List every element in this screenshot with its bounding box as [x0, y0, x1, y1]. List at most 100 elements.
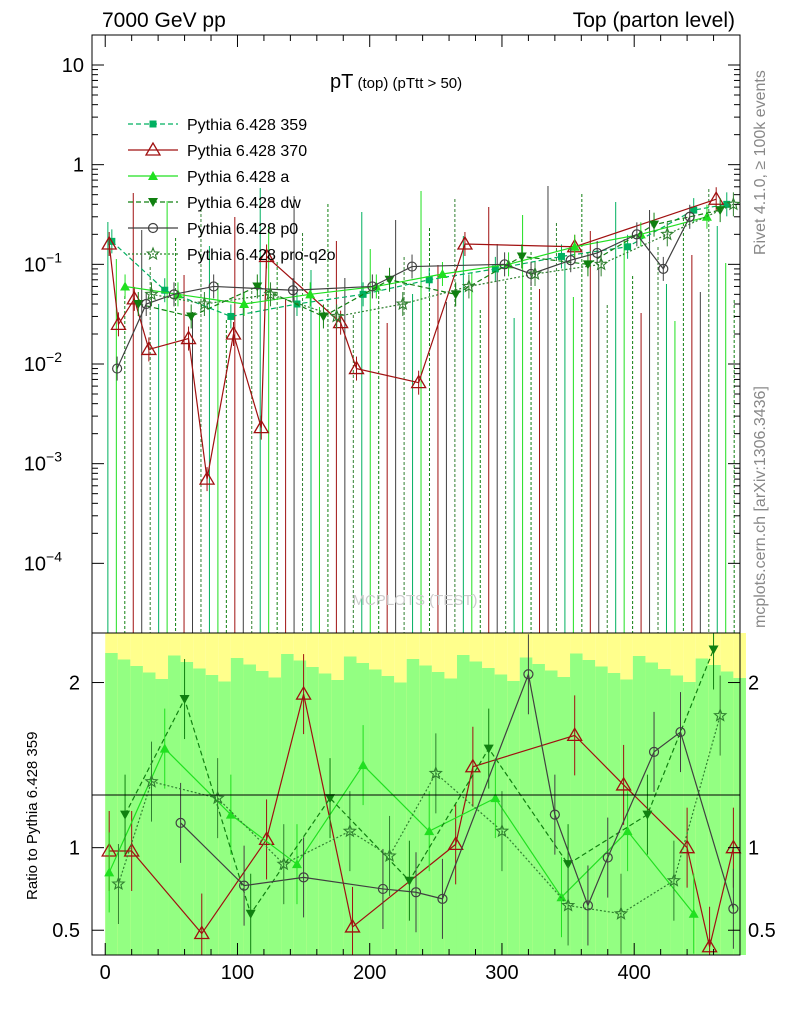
- watermark: MCPLOTS (TEST): [352, 592, 477, 609]
- data-point: [253, 419, 270, 434]
- ratio-point: [494, 823, 510, 838]
- data-point: [624, 243, 632, 251]
- ratio-frame: [91, 632, 741, 956]
- y-tick-exponent: −2: [46, 349, 62, 365]
- data-point: [592, 247, 603, 259]
- data-point: [141, 298, 152, 310]
- data-point: [690, 206, 698, 214]
- ratio-point: [377, 883, 389, 895]
- ratio-point: [464, 758, 481, 773]
- ratio-point: [424, 826, 435, 836]
- data-point: [101, 235, 118, 250]
- x-tick-label: 400: [618, 962, 651, 984]
- ratio-point: [615, 776, 632, 791]
- data-point: [557, 252, 565, 260]
- uncertainty-band-inner: [306, 667, 319, 955]
- legend-label: Pythia 6.428 359: [187, 117, 307, 134]
- uncertainty-band-inner: [142, 672, 156, 955]
- data-point: [593, 256, 609, 271]
- uncertainty-band-inner: [381, 676, 395, 955]
- ratio-line-sa: [108, 747, 695, 915]
- y-tick-label: 10: [62, 55, 84, 77]
- legend: Pythia 6.428 359 Pythia 6.428 370 Pythia 6…: [128, 117, 336, 264]
- data-point: [660, 226, 675, 241]
- legend-entry-sa: Pythia 6.428 a: [128, 169, 289, 186]
- plot-title-sub: (top) (pTtt > 50): [353, 75, 462, 92]
- data-point: [198, 470, 216, 485]
- data-point: [227, 312, 235, 320]
- ratio-point: [175, 817, 186, 828]
- data-point: [161, 286, 169, 294]
- data-point: [180, 330, 197, 345]
- ratio-point: [325, 794, 336, 804]
- uncertainty-band-inner: [595, 666, 608, 955]
- uncertainty-band-inner: [356, 663, 370, 955]
- uncertainty-band-inner: [708, 665, 721, 955]
- ratio-point: [193, 925, 210, 940]
- uncertainty-band-inner: [394, 682, 407, 955]
- ratio-point: [404, 876, 415, 886]
- data-point: [726, 196, 741, 211]
- data-point: [258, 248, 275, 263]
- ratio-point: [120, 810, 131, 820]
- ratio-point: [179, 695, 190, 705]
- data-point: [110, 316, 127, 330]
- uncertainty-band-inner: [557, 677, 571, 955]
- uncertainty-band-inner: [456, 655, 470, 955]
- data-point: [197, 296, 212, 311]
- uncertainty-band-inner: [607, 673, 621, 955]
- ratio-y-tick-label-left: 1: [69, 838, 80, 860]
- legend-entry-sq2o: Pythia 6.428 pro-q2o: [128, 246, 336, 264]
- header-right: Top (parton level): [573, 9, 735, 32]
- data-point: [582, 260, 593, 270]
- y-tick-exponent: −4: [46, 548, 62, 564]
- ratio-panel: 0.5 0.5 1 1 2 2 0 100 200 300 400: [52, 35, 776, 984]
- series-line-sq2o: [151, 203, 734, 318]
- uncertainty-band-inner: [268, 677, 282, 955]
- plot-title-main: pT: [330, 71, 353, 93]
- ratio-point: [358, 760, 369, 770]
- uncertainty-band-inner: [205, 675, 219, 955]
- uncertainty-band-inner: [632, 656, 646, 955]
- data-point: [461, 278, 476, 293]
- series-line-sa: [124, 216, 708, 305]
- ratio-point: [104, 867, 115, 877]
- data-point: [367, 281, 378, 292]
- ratio-y-tick-label-right: 1: [748, 838, 759, 860]
- ratio-point: [111, 876, 126, 891]
- plot-title: pT (top) (pTtt > 50): [330, 71, 462, 93]
- uncertainty-band-inner: [230, 658, 244, 955]
- data-point: [186, 312, 197, 322]
- ratio-point: [688, 908, 699, 918]
- data-point: [516, 252, 527, 262]
- ratio-point: [566, 727, 583, 742]
- ratio-point: [642, 810, 653, 820]
- data-point: [239, 298, 250, 308]
- uncertainty-band-inner: [507, 681, 520, 955]
- ratio-y-tick-label-left: 2: [69, 673, 80, 695]
- y-tick-label: 10−1: [24, 249, 62, 276]
- uncertainty-band-inner: [168, 655, 181, 955]
- ratio-point: [298, 872, 309, 883]
- ratio-point: [713, 708, 728, 722]
- uncertainty-band-inner: [620, 679, 633, 955]
- data-point: [133, 299, 144, 309]
- ratio-series-sa: [104, 708, 699, 954]
- ratio-point: [410, 887, 422, 898]
- ratio-point: [225, 809, 236, 819]
- data-point: [384, 275, 395, 285]
- uncertainty-band-inner: [155, 679, 169, 955]
- ratio-y-axis: 0.5 0.5 1 1 2 2: [52, 673, 776, 943]
- data-point: [425, 276, 433, 284]
- data-point: [715, 206, 726, 216]
- legend-label: Pythia 6.428 dw: [187, 195, 301, 212]
- x-axis: 0 100 200 300 400: [100, 35, 715, 984]
- data-point: [684, 211, 695, 222]
- uncertainty-band-inner: [419, 665, 432, 955]
- ratio-point: [701, 938, 718, 953]
- uncertainty-band-inner: [695, 658, 709, 955]
- ratio-point: [437, 893, 448, 904]
- data-point: [348, 360, 365, 375]
- legend-marker: [148, 171, 158, 180]
